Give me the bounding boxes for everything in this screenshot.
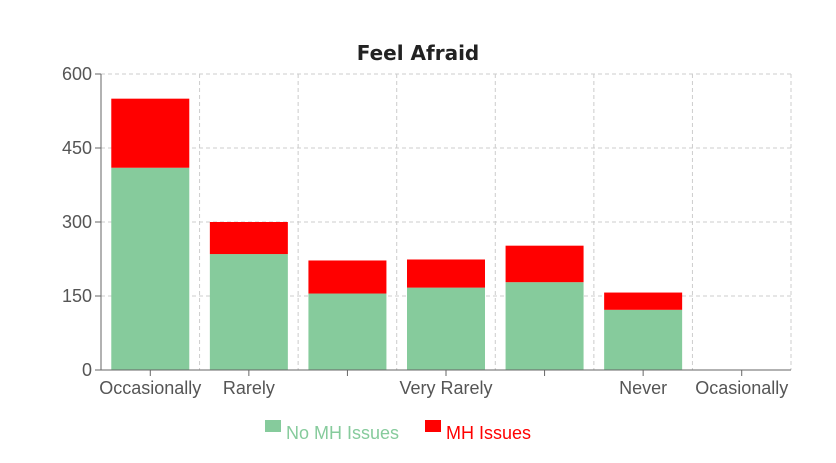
- bar-segment-mh[interactable]: [604, 292, 683, 310]
- bar-segment-no-mh[interactable]: [407, 287, 485, 370]
- bars: [111, 98, 683, 370]
- y-tick-label: 150: [62, 286, 92, 306]
- x-tick-label: Rarely: [223, 378, 275, 398]
- y-tick-label: 450: [62, 138, 92, 158]
- bar-segment-no-mh[interactable]: [111, 167, 190, 370]
- legend[interactable]: No MH Issues MH Issues: [265, 420, 531, 443]
- y-tick-label: 600: [62, 64, 92, 84]
- legend-swatch[interactable]: [265, 420, 281, 432]
- y-tick-label: 0: [82, 360, 92, 380]
- bar-segment-mh[interactable]: [407, 259, 485, 288]
- x-tick-label: Very Rarely: [399, 378, 492, 398]
- bar-segment-no-mh[interactable]: [308, 293, 387, 370]
- bar-segment-mh[interactable]: [308, 260, 387, 294]
- bar-segment-mh[interactable]: [209, 222, 288, 255]
- bar-segment-no-mh[interactable]: [505, 282, 584, 370]
- bar-segment-mh[interactable]: [111, 98, 190, 168]
- axes: 0 150 300 450 600 Occasionally Rarely Very Rare…: [62, 64, 791, 398]
- legend-label[interactable]: MH Issues: [446, 423, 531, 443]
- bar-segment-no-mh[interactable]: [604, 309, 683, 370]
- legend-label[interactable]: No MH Issues: [286, 423, 399, 443]
- bar-segment-no-mh[interactable]: [209, 254, 288, 370]
- legend-swatch[interactable]: [425, 420, 441, 432]
- y-tick-label: 300: [62, 212, 92, 232]
- x-tick-label: Never: [619, 378, 667, 398]
- x-tick-label: Occasionally: [99, 378, 201, 398]
- x-tick-label: Ocasionally: [695, 378, 788, 398]
- chart-title: Feel Afraid: [357, 41, 480, 65]
- bar-segment-mh[interactable]: [505, 245, 584, 283]
